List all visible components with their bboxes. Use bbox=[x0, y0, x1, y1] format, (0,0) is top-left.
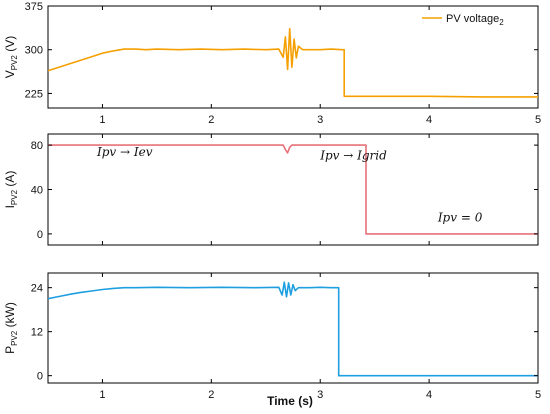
legend-label-sub: 2 bbox=[499, 18, 504, 27]
current-ytick-label: 80 bbox=[31, 140, 43, 152]
current-annotation: Ipv = 0 bbox=[437, 211, 483, 225]
voltage-xtick-label: 4 bbox=[426, 114, 432, 126]
current-annotation: Ipv → Iev bbox=[96, 145, 153, 159]
power-plot-frame bbox=[47, 272, 539, 384]
x-axis-label: Time (s) bbox=[267, 394, 313, 408]
power-series-line bbox=[47, 281, 538, 377]
current-yticks: 0 40 80 bbox=[31, 140, 538, 241]
current-series-group bbox=[48, 144, 538, 235]
current-panel: 0 40 80 Ipv → Iev Ipv → Igrid Ipv = 0 IPV2 (… bbox=[3, 133, 539, 246]
current-ylabel-unit: (A) bbox=[3, 171, 17, 190]
voltage-ytick-label: 300 bbox=[25, 45, 43, 57]
power-ytick-label: 12 bbox=[31, 327, 43, 339]
legend-label-main: PV voltage bbox=[446, 13, 499, 25]
power-ytick-label: 0 bbox=[37, 371, 43, 383]
current-ylabel-sub: PV2 bbox=[10, 189, 19, 205]
current-annotation: Ipv → Igrid bbox=[319, 149, 387, 163]
voltage-ytick-label: 375 bbox=[25, 1, 43, 13]
power-xtick-label: 3 bbox=[317, 389, 323, 401]
voltage-xticks: 1 2 3 4 5 bbox=[99, 6, 541, 126]
current-annotations: Ipv → Iev Ipv → Igrid Ipv = 0 bbox=[96, 145, 483, 224]
power-xtick-label: 2 bbox=[208, 389, 214, 401]
voltage-ylabel-main: V bbox=[3, 70, 17, 78]
power-ytick-label: 24 bbox=[31, 283, 43, 295]
voltage-xtick-label: 1 bbox=[99, 114, 105, 126]
voltage-series-line bbox=[47, 27, 538, 98]
power-ylabel-unit: (kW) bbox=[3, 302, 17, 331]
voltage-ytick-label: 225 bbox=[25, 88, 43, 100]
power-series-group bbox=[47, 281, 538, 377]
voltage-ylabel-sub: PV2 bbox=[10, 55, 19, 71]
power-ylabel-main: P bbox=[3, 346, 17, 354]
voltage-legend: PV voltage2 bbox=[418, 10, 534, 27]
power-xtick-label: 4 bbox=[426, 389, 432, 401]
voltage-xtick-label: 2 bbox=[208, 114, 214, 126]
legend-box bbox=[418, 10, 534, 26]
power-ylabel-sub: PV2 bbox=[10, 330, 19, 346]
legend-label: PV voltage2 bbox=[446, 13, 504, 27]
voltage-xtick-label: 5 bbox=[535, 114, 541, 126]
voltage-yticks: 225 300 375 bbox=[25, 1, 538, 100]
current-xticks bbox=[101, 134, 539, 245]
current-ylabel: IPV2 (A) bbox=[3, 171, 19, 209]
power-yticks: 0 12 24 bbox=[31, 283, 538, 383]
voltage-series-group bbox=[47, 27, 538, 98]
power-xtick-label: 1 bbox=[99, 389, 105, 401]
voltage-xtick-label: 3 bbox=[317, 114, 323, 126]
current-ylabel-main: I bbox=[3, 205, 17, 208]
power-ylabel: PPV2 (kW) bbox=[3, 302, 19, 354]
voltage-plot-frame bbox=[47, 5, 539, 109]
current-ytick-label: 40 bbox=[31, 185, 43, 197]
voltage-ylabel: VPV2 (V) bbox=[3, 36, 19, 78]
voltage-ylabel-unit: (V) bbox=[3, 36, 17, 55]
power-xtick-label: 5 bbox=[535, 389, 541, 401]
power-xticks: 1 2 3 4 5 bbox=[99, 273, 541, 401]
current-series-line bbox=[48, 144, 538, 235]
current-ytick-label: 0 bbox=[37, 229, 43, 241]
